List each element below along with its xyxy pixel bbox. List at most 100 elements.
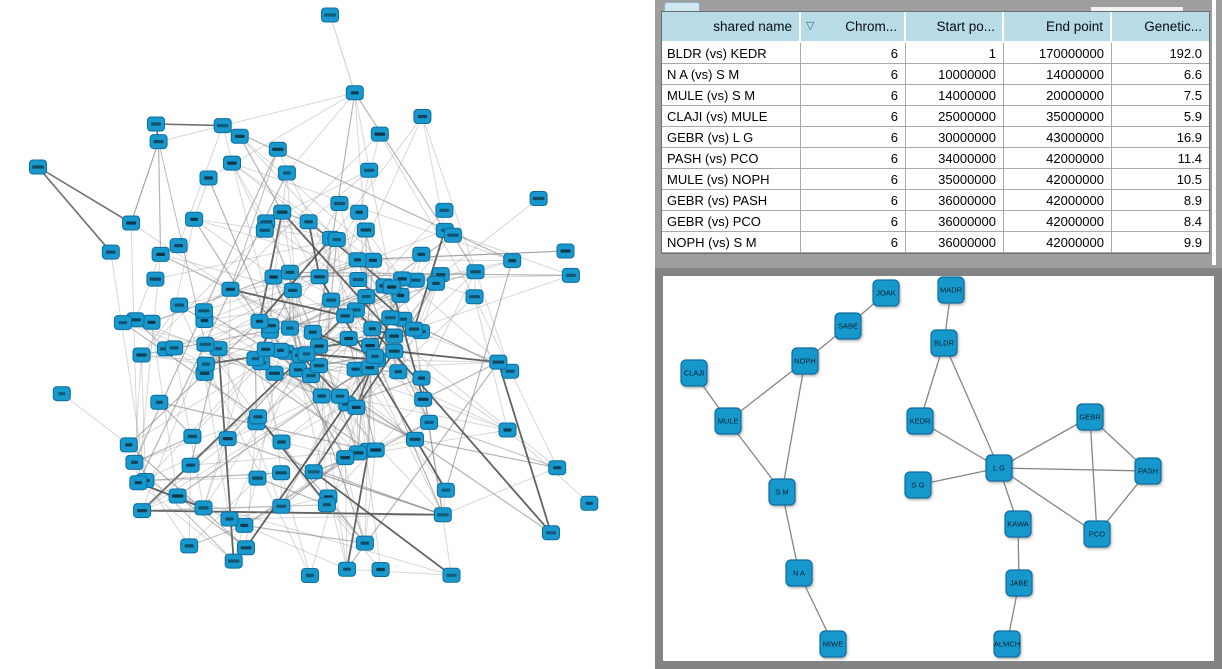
network-node[interactable]	[381, 310, 400, 326]
network-edge[interactable]	[393, 335, 558, 469]
network-edge[interactable]	[244, 524, 348, 570]
network-edge[interactable]	[281, 403, 348, 443]
network-edge[interactable]	[442, 467, 558, 516]
network-edge[interactable]	[122, 322, 322, 397]
network-node[interactable]	[185, 211, 204, 227]
table-cell[interactable]: 36000000	[906, 190, 1004, 211]
network-node-LG[interactable]: L G	[985, 454, 1013, 482]
network-node-SM[interactable]: S M	[768, 478, 796, 506]
network-edge[interactable]	[231, 162, 374, 261]
network-node[interactable]	[466, 264, 485, 280]
network-node[interactable]	[542, 525, 560, 541]
network-edge[interactable]	[309, 356, 376, 576]
network-edge[interactable]	[193, 218, 403, 280]
table-cell[interactable]: GEBR (vs) PASH	[662, 190, 801, 211]
network-edge[interactable]	[364, 449, 377, 544]
table-cell[interactable]: 43000000	[1004, 127, 1112, 148]
network-edge[interactable]	[204, 373, 230, 520]
table-cell[interactable]: 6	[801, 106, 906, 127]
network-edge[interactable]	[145, 480, 230, 520]
network-node[interactable]	[165, 340, 184, 356]
network-edge[interactable]	[134, 254, 162, 320]
network-edge[interactable]	[280, 457, 346, 507]
network-node[interactable]	[133, 503, 152, 519]
network-node[interactable]	[119, 437, 138, 453]
network-edge[interactable]	[365, 229, 403, 280]
network-node[interactable]	[327, 232, 346, 247]
network-node[interactable]	[181, 457, 200, 473]
network-node-JOAK[interactable]: JOAK	[872, 279, 900, 307]
filter-icon[interactable]: ▽	[806, 20, 815, 32]
network-node[interactable]	[268, 141, 287, 157]
network-edge[interactable]	[142, 509, 443, 516]
table-cell[interactable]: 6	[801, 232, 906, 253]
network-edge[interactable]	[229, 355, 301, 520]
table-cell[interactable]: 8.4	[1112, 211, 1209, 232]
network-edge[interactable]	[135, 319, 322, 397]
network-edge[interactable]	[137, 254, 162, 483]
network-edge[interactable]	[254, 358, 282, 443]
network-node-KAWA[interactable]: KAWA	[1004, 510, 1032, 538]
network-edge[interactable]	[344, 457, 348, 570]
network-edge[interactable]	[307, 221, 321, 277]
network-node[interactable]	[330, 196, 349, 211]
network-node[interactable]	[363, 321, 382, 337]
network-edge[interactable]	[229, 149, 279, 290]
network-node[interactable]	[347, 399, 366, 415]
network-edge[interactable]	[355, 271, 476, 311]
network-edge[interactable]	[369, 367, 377, 451]
network-edge[interactable]	[192, 362, 262, 437]
network-edge[interactable]	[203, 259, 358, 312]
column-header-genetic[interactable]: Genetic...	[1112, 12, 1209, 41]
network-edge[interactable]	[355, 368, 447, 491]
network-node-SG[interactable]: S G	[904, 471, 932, 499]
network-node[interactable]	[304, 464, 323, 480]
network-node[interactable]	[465, 289, 484, 305]
network-edge[interactable]	[445, 260, 513, 491]
network-edge[interactable]	[286, 92, 356, 174]
network-edge[interactable]	[229, 514, 443, 520]
network-node[interactable]	[303, 324, 322, 340]
network-node-SABE[interactable]: SABE	[834, 312, 862, 340]
network-edge[interactable]	[329, 14, 356, 93]
network-edge[interactable]	[393, 350, 430, 423]
network-edge[interactable]	[141, 350, 395, 512]
network-node[interactable]	[147, 116, 165, 132]
network-edge[interactable]	[37, 166, 112, 253]
network-node[interactable]	[548, 460, 567, 476]
table-cell[interactable]: 34000000	[906, 148, 1004, 169]
network-node-KEDR[interactable]: KEDR	[906, 407, 934, 435]
network-node[interactable]	[146, 271, 165, 287]
network-edge[interactable]	[428, 421, 558, 469]
network-edge[interactable]	[231, 162, 267, 223]
network-edge[interactable]	[207, 177, 272, 326]
table-cell[interactable]: 6	[801, 148, 906, 169]
network-node[interactable]	[125, 454, 144, 470]
network-edge[interactable]	[318, 294, 401, 347]
network-node[interactable]	[370, 126, 389, 142]
network-node[interactable]	[220, 511, 239, 527]
network-node[interactable]	[299, 214, 318, 230]
network-edge-GEBR-PCO[interactable]	[1089, 416, 1098, 535]
network-node[interactable]	[406, 272, 425, 288]
network-node[interactable]	[382, 279, 401, 295]
network-node[interactable]	[357, 289, 376, 304]
network-node[interactable]	[224, 553, 243, 569]
network-node[interactable]	[194, 303, 213, 319]
network-node[interactable]	[371, 562, 390, 577]
network-node[interactable]	[168, 488, 187, 504]
network-node-MULE[interactable]: MULE	[714, 407, 742, 435]
network-edge[interactable]	[357, 116, 423, 260]
network-edge[interactable]	[354, 92, 446, 231]
network-edge[interactable]	[141, 229, 266, 356]
network-node[interactable]	[310, 358, 329, 374]
network-edge[interactable]	[355, 331, 422, 408]
network-edge[interactable]	[134, 435, 193, 463]
network-edge[interactable]	[189, 524, 245, 547]
network-edge[interactable]	[178, 125, 224, 246]
network-edge[interactable]	[330, 116, 423, 239]
table-cell[interactable]: 42000000	[1004, 148, 1112, 169]
network-edge[interactable]	[141, 304, 180, 356]
table-cell[interactable]: 35000000	[906, 169, 1004, 190]
network-node[interactable]	[414, 391, 433, 407]
